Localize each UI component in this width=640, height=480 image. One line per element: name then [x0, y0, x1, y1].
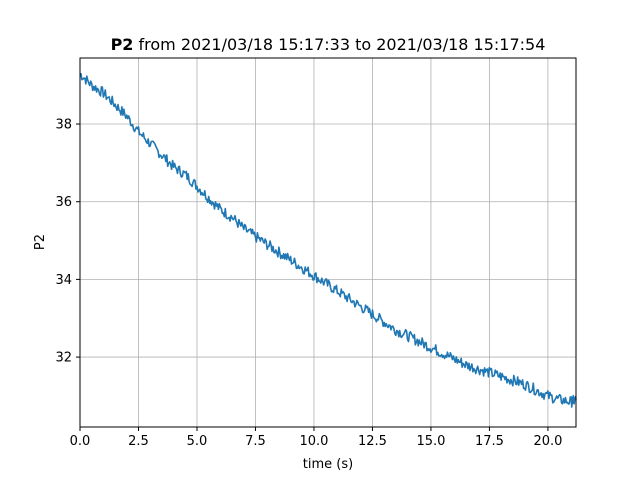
title-bold-part: P2: [111, 35, 134, 54]
y-axis-title: P2: [33, 234, 48, 250]
y-tick-label: 36: [55, 195, 72, 210]
y-tick-label: 38: [55, 118, 72, 133]
series-line: [79, 72, 577, 408]
x-axis-ticks: 0.0 2.5 5.0 7.5 10.0 12.5 15.0 17.5 20.0: [70, 427, 562, 449]
title-rest-part: from 2021/03/18 15:17:33 to 2021/03/18 1…: [133, 35, 545, 54]
x-axis-title: time (s): [303, 457, 353, 472]
x-tick-label: 5.0: [187, 434, 208, 449]
series-layer: [79, 72, 577, 408]
plot-frame: [79, 57, 577, 428]
gridlines: [79, 58, 576, 427]
x-tick-label: 17.5: [475, 434, 504, 449]
y-tick-label: 34: [55, 273, 72, 288]
x-tick-label: 0.0: [70, 434, 91, 449]
x-tick-label: 10.0: [299, 434, 328, 449]
x-tick-label: 20.0: [533, 434, 562, 449]
chart-title: P2 from 2021/03/18 15:17:33 to 2021/03/1…: [111, 35, 546, 54]
x-tick-label: 7.5: [245, 434, 266, 449]
x-tick-label: 15.0: [416, 434, 445, 449]
y-tick-label: 32: [55, 351, 72, 366]
x-tick-label: 12.5: [358, 434, 387, 449]
y-axis-ticks: 32 34 36 38: [55, 118, 80, 366]
x-tick-label: 2.5: [128, 434, 149, 449]
